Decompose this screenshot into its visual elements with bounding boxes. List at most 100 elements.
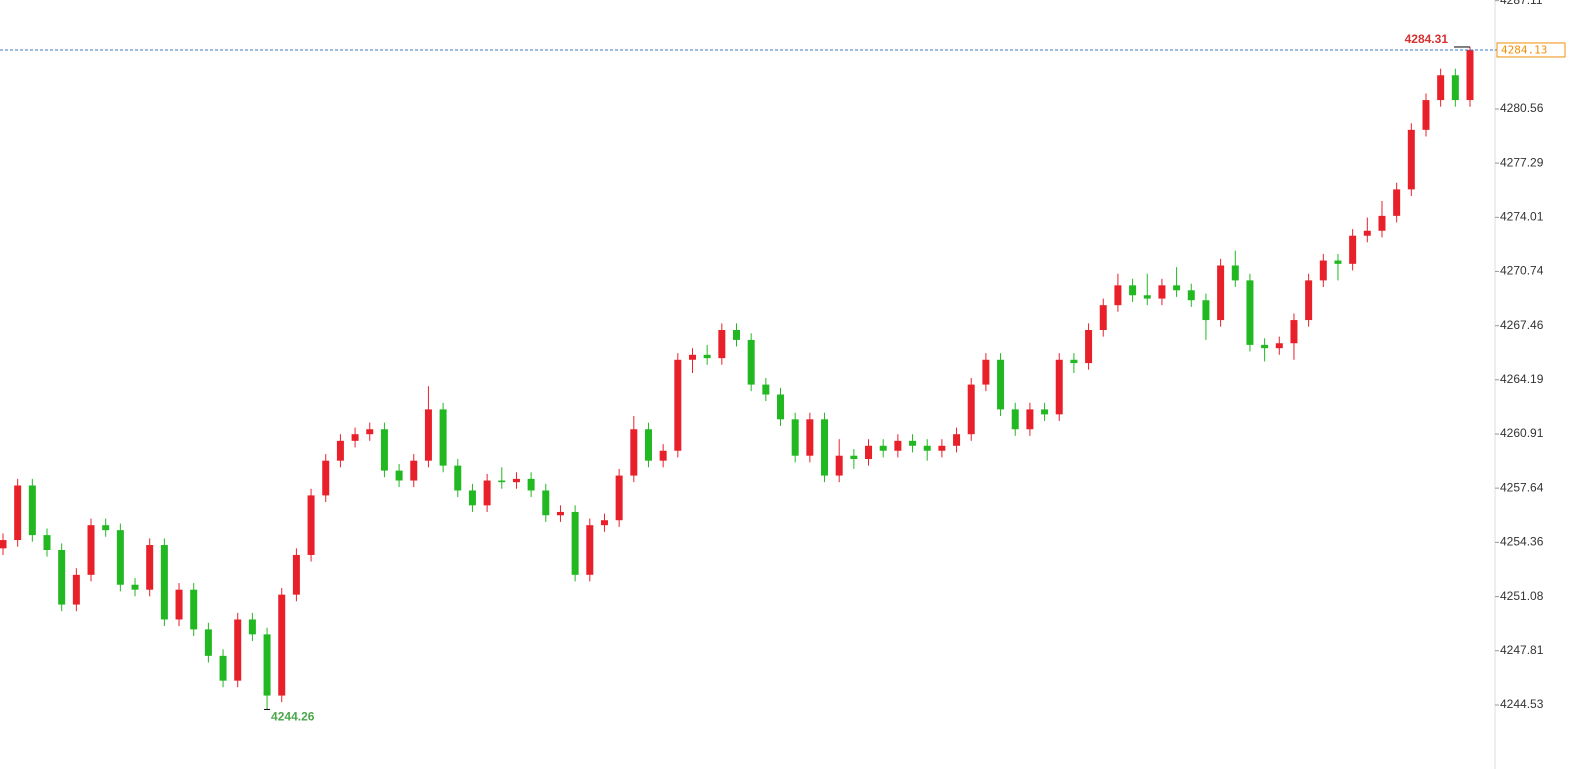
candle-body	[0, 540, 7, 549]
candle-body	[1437, 75, 1445, 101]
candle-body	[894, 440, 902, 451]
y-tick-label: 4267.46	[1500, 318, 1544, 332]
candle-body	[688, 354, 696, 360]
candle-body	[219, 655, 227, 681]
candle-body	[659, 450, 667, 461]
candle-body	[336, 440, 344, 461]
candle-body	[175, 589, 183, 620]
candle-body	[307, 495, 315, 555]
candle-body	[1319, 260, 1327, 281]
candle-body	[160, 545, 168, 620]
candle-body	[1261, 344, 1269, 349]
candle-body	[1143, 295, 1151, 299]
candle-body	[865, 445, 873, 460]
y-tick-label: 4274.01	[1500, 210, 1544, 224]
candle-body	[733, 329, 740, 340]
candle-body	[953, 434, 961, 446]
candle-body	[571, 511, 579, 575]
candle-body	[1055, 359, 1063, 415]
candle-body	[542, 490, 550, 516]
candle-body	[615, 475, 623, 521]
candle-body	[1363, 230, 1371, 236]
candle-body	[1349, 235, 1357, 264]
candle-body	[1173, 285, 1181, 291]
y-tick-label: 4257.64	[1500, 480, 1544, 494]
last-price-box	[1496, 42, 1566, 58]
candle-body	[1099, 305, 1107, 330]
candle-body	[586, 525, 594, 575]
y-tick-label: 4280.56	[1500, 101, 1544, 115]
candle-body	[1129, 285, 1137, 296]
candle-body	[1378, 215, 1386, 231]
candle-body	[1202, 300, 1210, 321]
candle-body	[204, 629, 212, 656]
candle-body	[424, 409, 432, 461]
candle-body	[146, 545, 154, 590]
candle-body	[747, 339, 755, 385]
candle-body	[87, 525, 95, 575]
candle-body	[190, 589, 198, 630]
candle-body	[72, 574, 80, 605]
candle-body	[263, 634, 271, 696]
candle-body	[1085, 329, 1093, 364]
candle-body	[1011, 409, 1019, 430]
candle-body	[703, 354, 711, 359]
candle-body	[1114, 285, 1122, 306]
candle-body	[1393, 189, 1401, 216]
candle-body	[718, 329, 726, 359]
candle-body	[102, 525, 110, 531]
candle-body	[234, 619, 242, 681]
candle-body	[630, 429, 638, 476]
candle-body	[762, 384, 770, 395]
y-tick-label: 4260.91	[1500, 426, 1544, 440]
candle-body	[292, 554, 300, 595]
candle-body	[395, 470, 403, 481]
candle-body	[909, 440, 917, 446]
candle-body	[43, 535, 51, 550]
candle-body	[997, 359, 1005, 410]
candle-body	[600, 520, 608, 526]
max-label: 4284.31	[1405, 32, 1449, 46]
candle-body	[674, 359, 682, 451]
candle-body	[380, 429, 388, 471]
candle-body	[1305, 280, 1313, 321]
candle-body	[1231, 265, 1239, 281]
last-price-label: 4284.13	[1501, 43, 1547, 56]
candle-body	[248, 619, 256, 635]
candle-body	[1422, 100, 1430, 130]
candle-body	[131, 584, 139, 590]
candle-body	[1026, 409, 1034, 430]
candle-body	[938, 445, 946, 451]
y-tick-label: 4264.19	[1500, 372, 1544, 386]
candle-body	[1070, 359, 1078, 364]
candle-body	[835, 455, 843, 476]
candle-body	[982, 359, 990, 385]
candle-body	[923, 445, 931, 451]
candle-body	[483, 480, 491, 506]
candle-body	[1466, 49, 1474, 101]
candle-body	[806, 419, 814, 456]
candle-body	[14, 485, 22, 541]
candle-body	[1290, 320, 1298, 344]
y-tick-label: 4254.36	[1500, 535, 1544, 549]
y-tick-label: 4277.29	[1500, 155, 1544, 169]
candle-body	[1451, 75, 1459, 101]
candle-body	[116, 530, 124, 585]
y-tick-label: 4251.08	[1500, 589, 1544, 603]
candle-body	[322, 460, 330, 496]
candle-body	[879, 445, 887, 451]
candle-body	[1334, 260, 1342, 264]
candle-body	[967, 384, 975, 435]
candle-body	[1041, 409, 1049, 415]
candle-body	[527, 478, 535, 491]
candle-body	[791, 419, 799, 456]
candle-body	[1246, 280, 1254, 345]
candle-body	[28, 485, 36, 536]
y-tick-label: 4270.74	[1500, 264, 1544, 278]
candle-body	[556, 511, 564, 516]
candle-body	[821, 419, 829, 476]
candle-body	[850, 455, 858, 460]
candle-body	[777, 394, 785, 420]
